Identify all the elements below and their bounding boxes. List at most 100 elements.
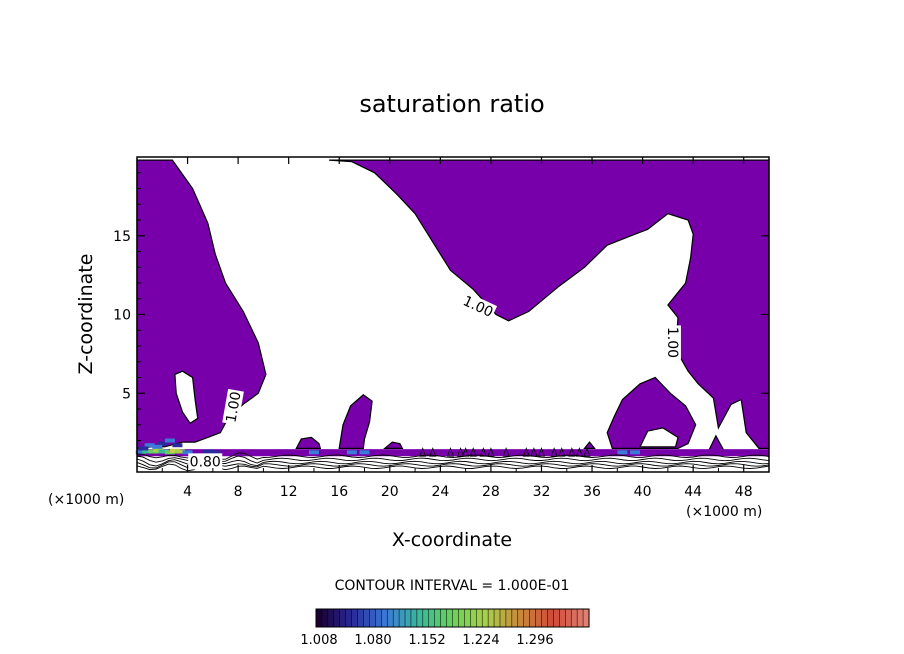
band-pixel-20	[210, 450, 221, 455]
colorbar-cell	[369, 608, 376, 628]
colorbar-cell	[570, 608, 578, 628]
contour-line-2	[136, 458, 770, 467]
colorbar-tick-label-4: 1.296	[516, 633, 553, 648]
band-pixel-11	[172, 443, 183, 448]
y-axis-ticks: 5 10 15	[113, 172, 769, 457]
colorbar-cell	[440, 608, 448, 628]
x-tick-label-4: 20	[381, 484, 399, 500]
colorbar-cell	[434, 608, 442, 628]
x-tick-label-11: 48	[735, 484, 753, 500]
surface-contours	[136, 452, 770, 472]
colorbar-cell	[345, 608, 353, 628]
x-tick-label-2: 12	[280, 484, 298, 500]
x-tick-label-3: 16	[330, 484, 348, 500]
supersat-anvil-region	[329, 159, 770, 449]
x-tick-label-6: 28	[482, 484, 500, 500]
patch-5	[469, 447, 477, 457]
y-tick-label-1: 10	[113, 308, 131, 324]
colorbar-tick-label-3: 1.224	[462, 633, 499, 648]
patch-6	[479, 447, 487, 457]
colorbar-cell	[452, 608, 459, 628]
band-pixel-16	[346, 450, 357, 455]
colorbar-cell	[363, 608, 370, 628]
y-tick-label-0: 5	[122, 386, 131, 402]
colorbar-tick-label-1: 1.080	[354, 633, 391, 648]
x-tick-label-1: 8	[234, 484, 243, 500]
patch-16	[583, 447, 591, 457]
colorbar-cell	[416, 608, 424, 628]
colorbar-cell	[422, 608, 430, 628]
colorbar-cell	[535, 608, 543, 628]
colorbar-cell	[464, 608, 471, 628]
x-tick-label-7: 32	[533, 484, 551, 500]
x-unit-label-left: (×1000 m)	[48, 492, 124, 508]
colorbar-cell	[511, 608, 519, 628]
band-pixel-9	[157, 441, 168, 446]
cell-20	[383, 441, 404, 449]
x-unit-label-right: (×1000 m)	[686, 504, 762, 520]
contour-label-3: 0.80	[190, 454, 221, 470]
colorbar-cell	[517, 608, 525, 628]
colorbar-cell	[321, 608, 329, 628]
band-pixel-12	[138, 446, 149, 451]
colorbar-cell	[470, 608, 477, 628]
colorbar-cell	[428, 608, 436, 628]
patch-0	[419, 447, 427, 457]
surface-band	[135, 438, 769, 457]
cell-16	[338, 394, 373, 449]
colorbar-tick-label-0: 1.008	[300, 633, 337, 648]
cell-46	[707, 434, 725, 453]
contour-label-bg-3	[188, 453, 223, 470]
surface-fill	[137, 449, 769, 457]
band-pixel-6	[169, 448, 180, 453]
colorbar-cell	[493, 608, 501, 628]
band-pixel-10	[164, 438, 175, 443]
contour-label-2: 1.00	[223, 390, 244, 423]
colorbar-cell	[339, 608, 347, 628]
x-axis-label: X-coordinate	[392, 529, 512, 551]
contour-line-3	[136, 461, 770, 469]
plot-area: 1.001.001.000.80	[135, 159, 770, 472]
colorbar-cell	[553, 608, 560, 628]
contour-label-bg-2	[222, 388, 244, 426]
patch-2	[446, 447, 455, 457]
supersat-left-region	[136, 159, 267, 450]
colorbar-cell	[386, 608, 394, 628]
colorbar-cell	[333, 608, 341, 628]
band-pixel-19	[630, 450, 641, 455]
colorbar-cell	[499, 608, 507, 628]
colorbar-cell	[315, 608, 323, 628]
band-pixel-14	[182, 450, 193, 455]
patch-13	[558, 447, 566, 457]
colorbar-cell	[357, 608, 365, 628]
colorbar-cell	[559, 608, 566, 628]
cell-13	[295, 436, 322, 449]
x-tick-label-9: 40	[634, 484, 652, 500]
clear-hole-left	[174, 370, 199, 425]
x-tick-label-8: 36	[583, 484, 601, 500]
colorbar-cell	[410, 608, 418, 628]
colorbar-cell	[375, 608, 382, 628]
colorbar-cell	[576, 608, 584, 628]
x-axis-ticks: 4 8 12 16 20 24 28 32 36 40 44 48	[161, 157, 753, 500]
y-tick-label-2: 15	[113, 229, 131, 245]
colorbar-cell	[547, 608, 554, 628]
band-pixel-3	[153, 447, 164, 452]
colorbar-cell	[529, 608, 537, 628]
patch-3	[457, 447, 465, 457]
chart-title: saturation ratio	[359, 90, 544, 118]
supersat-right-bulge	[606, 376, 697, 449]
clear-hole-right	[639, 427, 679, 448]
y-axis-label: Z-coordinate	[75, 254, 97, 375]
patch-12	[550, 447, 558, 457]
patch-9	[522, 447, 530, 457]
colorbar-cell	[565, 608, 572, 628]
contour-label-1: 1.00	[664, 327, 680, 358]
patch-14	[568, 447, 576, 457]
contour-line-1	[136, 455, 770, 464]
band-pixel-18	[617, 450, 628, 455]
colorbar-cell	[523, 608, 531, 628]
band-pixel-21	[202, 449, 213, 454]
band-pixel-2	[148, 449, 159, 454]
